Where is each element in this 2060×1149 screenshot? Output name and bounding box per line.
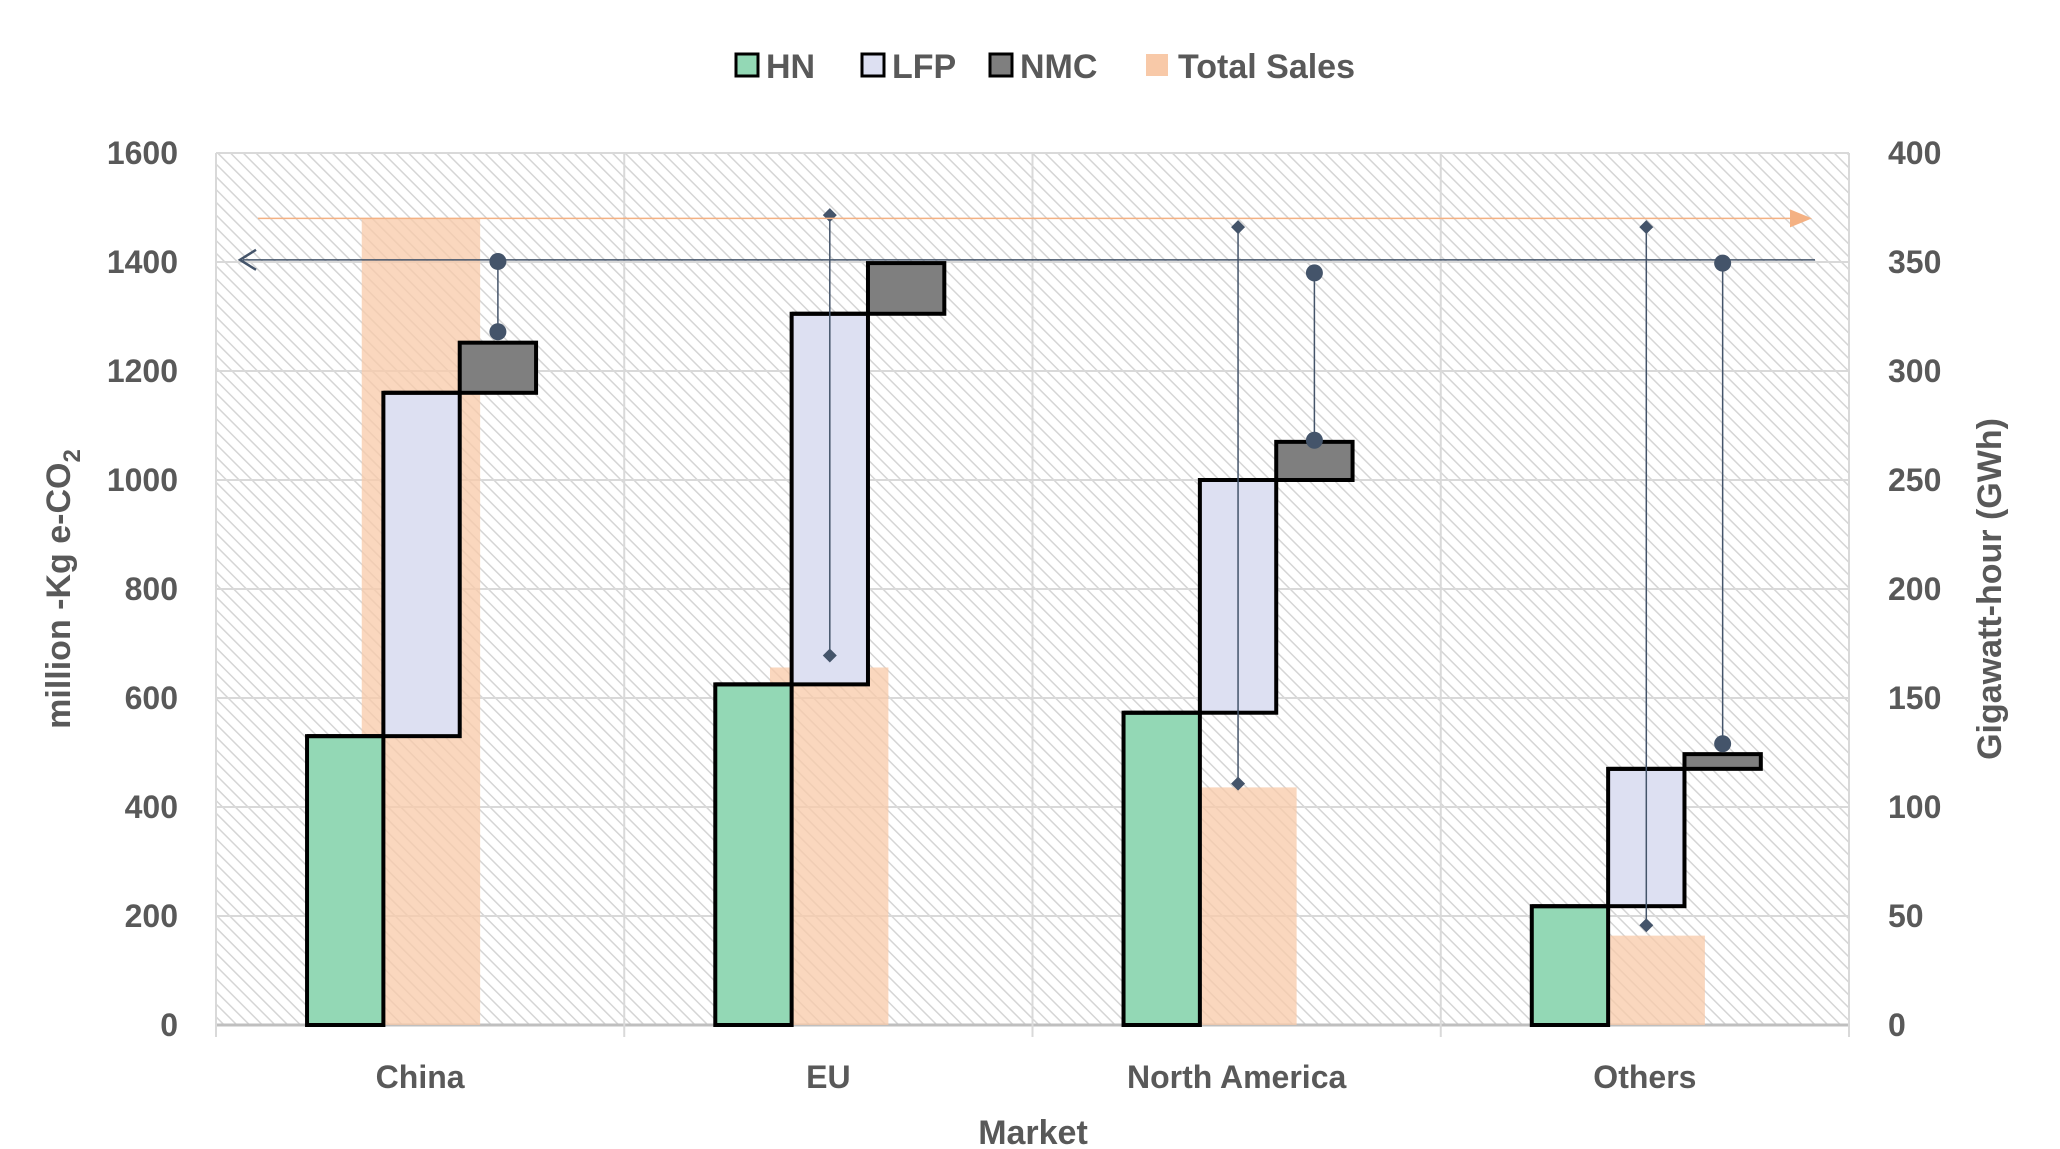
y-tick-label: 600 [125,680,178,716]
y2-tick-label: 100 [1888,789,1941,825]
y2-tick-label: 150 [1888,680,1941,716]
legend-label-lfp: LFP [892,48,956,86]
legend-swatch-nmc [988,52,1014,78]
legend: HN LFP NMC Total Sales [734,48,1355,86]
y2-tick-label: 350 [1888,244,1941,280]
lfp-marker-diamond [1231,220,1246,235]
nmc-bars [457,261,1763,771]
y-tick-label: 1400 [107,244,178,280]
y-tick-label: 1600 [107,135,178,171]
arrows [237,209,1815,271]
lfp-marker-diamond [1639,918,1654,933]
nmc-marker-circle [1714,735,1732,753]
x-tick-label: EU [806,1059,850,1095]
nmc-bar [457,340,539,395]
legend-label-hn: HN [766,48,815,86]
legend-swatch-hn [734,52,760,78]
legend-item-nmc: NMC [988,48,1097,86]
x-axis-ticks: China EU North America Others [376,1059,1697,1095]
y2-tick-label: 300 [1888,353,1941,389]
hn-bars [305,682,1611,1028]
lfp-marker-diamond [1231,776,1246,791]
legend-swatch-lfp [860,52,886,78]
y-axis-ticks: 0 200 400 600 800 1000 1200 1400 1600 [107,135,178,1043]
y2-tick-label: 250 [1888,462,1941,498]
lfp-marker-diamond [1639,220,1654,235]
y-tick-label: 400 [125,789,178,825]
hn-bar [713,682,794,1027]
legend-label-total-sales: Total Sales [1178,48,1355,86]
hn-bar [1529,904,1611,1027]
gridlines [215,152,1850,1037]
x-tick-label: Others [1593,1059,1696,1095]
hn-bar [1121,710,1202,1028]
lfp-bar [381,390,462,739]
markers [489,208,1732,933]
y-axis-title-subscript: 2 [59,449,86,462]
y2-tick-label: 0 [1888,1007,1906,1043]
hn-bar [305,734,386,1028]
x-axis-title: Market [978,1114,1088,1149]
y-tick-label: 1200 [107,353,178,389]
left-axis-arrow-head [237,248,257,271]
x-tick-label: North America [1127,1059,1347,1095]
legend-label-nmc: NMC [1020,48,1097,86]
y2-axis-title: Gigawatt-hour (GWh) [1971,418,2009,760]
nmc-marker-circle [1305,431,1323,449]
nmc-marker-circle [1305,264,1323,282]
y-axis-title: million -Kg e-CO2 [40,449,86,729]
y-tick-label: 800 [125,571,178,607]
legend-item-lfp: LFP [860,48,956,86]
nmc-marker-circle [1714,254,1732,272]
legend-item-hn: HN [734,48,815,86]
nmc-marker-circle [489,252,507,270]
y-tick-label: 1000 [107,462,178,498]
y2-axis-ticks: 0 50 100 150 200 250 300 350 400 [1888,135,1941,1043]
nmc-bar [865,261,947,316]
legend-swatch-total-sales [1146,54,1168,76]
y-tick-label: 0 [160,1007,178,1043]
y2-tick-label: 400 [1888,135,1941,171]
nmc-marker-circle [489,323,507,341]
lfp-marker-diamond [822,648,837,663]
x-tick-label: China [376,1059,465,1095]
y2-tick-label: 50 [1888,898,1924,934]
y-axis-title-main: million -Kg e-CO [40,463,78,729]
legend-item-total-sales: Total Sales [1146,48,1355,86]
y-tick-label: 200 [125,898,178,934]
nmc-bar [1682,752,1763,771]
y2-tick-label: 200 [1888,571,1941,607]
right-axis-arrow-head [1790,209,1812,228]
